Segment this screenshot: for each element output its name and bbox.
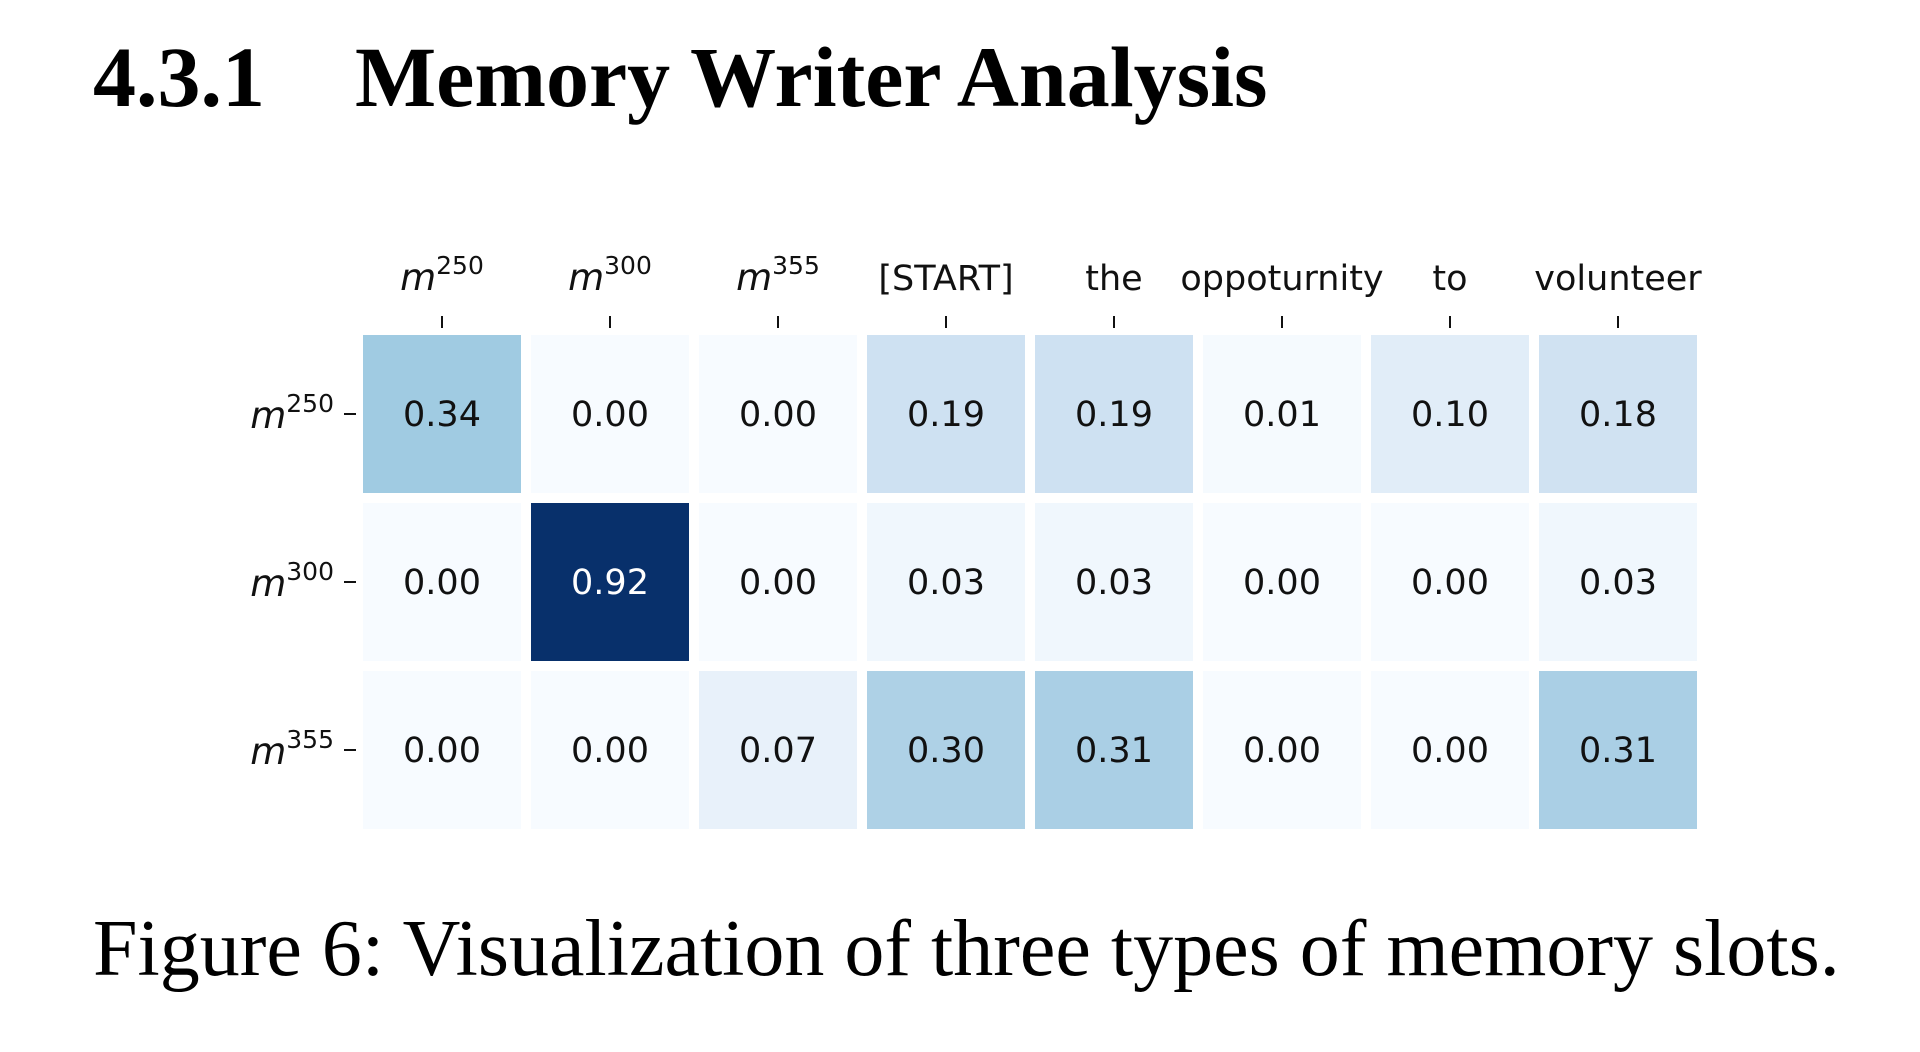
cell-value-label: 0.03 (1075, 563, 1153, 603)
heatmap-cell (1035, 671, 1193, 829)
cell-value-label: 0.07 (739, 731, 817, 771)
cell-value-label: 0.00 (739, 563, 817, 603)
heatmap-cell (1539, 671, 1697, 829)
heatmap-cell (1035, 335, 1193, 493)
heatmap-cell (699, 503, 857, 661)
heatmap-cell (531, 671, 689, 829)
cell-value-label: 0.18 (1579, 395, 1657, 435)
section-heading: 4.3.1 Memory Writer Analysis (93, 30, 1267, 125)
heatmap-cell (1371, 503, 1529, 661)
cell-value-label: 0.00 (571, 395, 649, 435)
heatmap-cell (867, 671, 1025, 829)
x-tick-label: m250 (400, 251, 484, 299)
heatmap-cell (1539, 335, 1697, 493)
x-tick-label: volunteer (1534, 259, 1702, 299)
heatmap-cell (363, 503, 521, 661)
section-title: Memory Writer Analysis (355, 29, 1268, 125)
cell-value-label: 0.00 (403, 563, 481, 603)
heatmap-cell (1203, 671, 1361, 829)
cell-value-label: 0.03 (1579, 563, 1657, 603)
heatmap-cell (867, 503, 1025, 661)
x-tick-label: m355 (736, 251, 820, 299)
heatmap-cell (363, 671, 521, 829)
cell-value-label: 0.00 (571, 731, 649, 771)
heatmap-cell (531, 335, 689, 493)
x-tick-label: oppoturnity (1180, 259, 1383, 299)
cell-value-label: 0.00 (1411, 731, 1489, 771)
cell-value-label: 0.00 (403, 731, 481, 771)
cell-value-label: 0.00 (1411, 563, 1489, 603)
heatmap-cell (1539, 503, 1697, 661)
cell-value-label: 0.01 (1243, 395, 1321, 435)
heatmap-cell (1035, 503, 1193, 661)
cell-value-label: 0.00 (739, 395, 817, 435)
y-tick-label: m355 (250, 725, 334, 773)
cell-value-label: 0.00 (1243, 731, 1321, 771)
figure-caption: Figure 6: Visualization of three types o… (93, 905, 1840, 993)
cell-value-label: 0.19 (907, 395, 985, 435)
heatmap-cell (699, 335, 857, 493)
cell-value-label: 0.30 (907, 731, 985, 771)
cell-value-label: 0.31 (1075, 731, 1153, 771)
x-tick-label: [START] (878, 259, 1013, 299)
heatmap-cell (363, 335, 521, 493)
heatmap-cell (1371, 671, 1529, 829)
heatmap-cell (1203, 503, 1361, 661)
cell-value-label: 0.03 (907, 563, 985, 603)
heatmap-cell (699, 671, 857, 829)
section-number: 4.3.1 (93, 29, 265, 125)
x-tick-label: the (1085, 259, 1142, 299)
cell-value-label: 0.00 (1243, 563, 1321, 603)
x-tick-label: m300 (568, 251, 652, 299)
cell-value-label: 0.10 (1411, 395, 1489, 435)
heatmap-cell (531, 503, 689, 661)
heatmap-cell (867, 335, 1025, 493)
cell-value-label: 0.19 (1075, 395, 1153, 435)
cell-value-label: 0.34 (403, 395, 481, 435)
cell-value-label: 0.31 (1579, 731, 1657, 771)
cell-value-label: 0.92 (571, 563, 649, 603)
heatmap-cell (1203, 335, 1361, 493)
heatmap-cell (1371, 335, 1529, 493)
x-tick-label: to (1432, 259, 1467, 299)
y-tick-label: m300 (250, 557, 334, 605)
y-tick-label: m250 (250, 389, 334, 437)
